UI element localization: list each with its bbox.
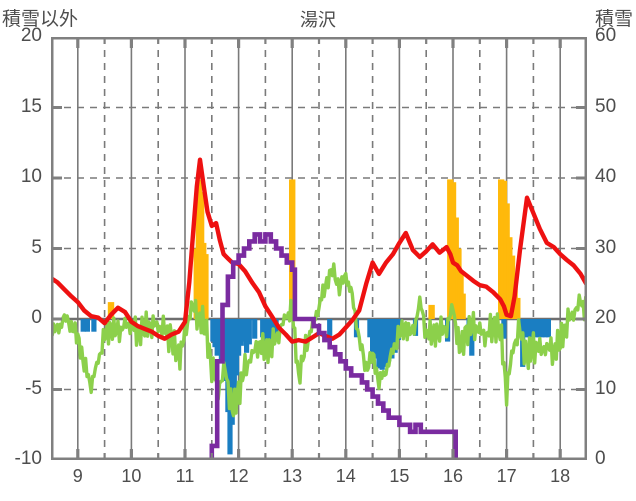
plot-area xyxy=(51,37,587,460)
right-tick-label: 50 xyxy=(595,95,617,117)
x-tick-label: 17 xyxy=(496,466,517,486)
precip-bar xyxy=(532,319,539,338)
precip-bar xyxy=(252,319,258,339)
precip-bar xyxy=(327,319,333,336)
precip-bar xyxy=(539,319,545,338)
left-tick-label: 10 xyxy=(20,166,42,187)
right-tick-label: 40 xyxy=(595,166,617,187)
left-tick-label: -10 xyxy=(14,448,42,469)
right-axis-title: 積雪 xyxy=(594,9,633,30)
right-tick-label: 60 xyxy=(595,25,617,46)
precip-bar xyxy=(373,319,379,359)
precip-bar xyxy=(370,319,376,355)
right-tick-label: 20 xyxy=(595,307,617,328)
x-tick-label: 9 xyxy=(72,466,83,486)
precipitation-bars xyxy=(80,319,551,455)
precip-bar xyxy=(469,319,475,356)
x-tick-label: 15 xyxy=(389,466,410,486)
precip-bar xyxy=(91,319,97,332)
left-tick-label: 20 xyxy=(20,25,42,46)
snowfall-bar xyxy=(107,302,115,319)
right-tick-label: 10 xyxy=(595,377,617,399)
precip-bar xyxy=(382,319,389,367)
left-axis-title: 積雪以外 xyxy=(2,9,79,30)
x-tick-label: 11 xyxy=(175,466,195,486)
precip-bar xyxy=(80,319,86,332)
x-tick-label: 18 xyxy=(550,466,571,486)
x-tick-label: 13 xyxy=(282,466,303,486)
left-tick-label: 5 xyxy=(31,236,42,258)
precip-bar xyxy=(376,319,382,369)
snowfall-bar xyxy=(202,254,209,319)
precip-bar xyxy=(238,319,244,346)
snowfall-bar xyxy=(289,179,296,319)
right-tick-label: 30 xyxy=(595,236,617,258)
x-tick-label: 16 xyxy=(442,466,464,486)
snowfall-bars xyxy=(107,179,521,319)
precip-bar xyxy=(536,319,542,338)
precip-bar xyxy=(263,319,270,345)
temperature-line xyxy=(51,157,587,344)
axis-frame xyxy=(51,37,587,460)
precip-bar xyxy=(526,319,532,338)
left-tick-label: 0 xyxy=(31,307,42,328)
precip-bar xyxy=(379,319,385,370)
precip-bar xyxy=(545,319,551,338)
green-series-line xyxy=(51,262,587,418)
precip-bar xyxy=(273,319,279,341)
precip-bar xyxy=(267,319,273,339)
precip-bar xyxy=(523,319,529,338)
snow-depth-line xyxy=(51,232,587,460)
precip-bar xyxy=(236,319,242,356)
precip-bar xyxy=(367,319,373,338)
chart-title: 湯沢 xyxy=(300,10,336,30)
x-tick-label: 14 xyxy=(335,466,356,486)
chart-canvas xyxy=(51,37,587,460)
precip-bar xyxy=(246,319,252,345)
precip-bar xyxy=(392,319,398,353)
left-tick-label: -5 xyxy=(25,377,42,399)
snowfall-bar xyxy=(514,297,521,319)
precip-bar xyxy=(389,319,395,359)
precip-bar xyxy=(84,319,90,332)
precip-bar xyxy=(542,319,548,338)
snowfall-bar xyxy=(459,293,466,319)
precip-bar xyxy=(260,319,266,338)
precip-bar xyxy=(386,319,392,362)
x-tick-label: 10 xyxy=(121,466,142,486)
x-tick-label: 12 xyxy=(228,466,249,486)
right-tick-label: 0 xyxy=(595,448,606,469)
precip-bar xyxy=(501,319,507,339)
left-tick-label: 15 xyxy=(20,95,42,117)
snowfall-bar xyxy=(428,304,435,319)
precip-bar xyxy=(244,319,250,353)
precip-bar xyxy=(529,319,535,338)
